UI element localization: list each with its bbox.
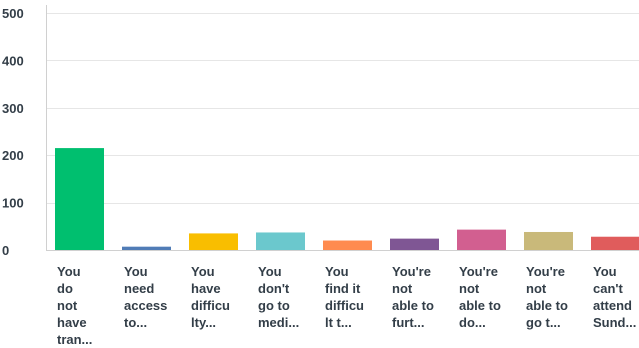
- x-category-label-line: not: [392, 281, 413, 296]
- bar[interactable]: [122, 246, 171, 250]
- x-category-label-line: attend: [593, 298, 632, 313]
- x-category-label-line: don't: [258, 281, 290, 296]
- x-category-label-line: tran...: [57, 332, 92, 347]
- y-axis-tick-labels: 0 100 200 300 400 500: [2, 6, 24, 258]
- x-category-label-line: have: [57, 315, 87, 330]
- x-category-label-line: do: [57, 281, 73, 296]
- y-tick-label: 400: [2, 53, 24, 68]
- x-category-label-line: not: [57, 298, 78, 313]
- x-category-label: You're not able to furt...: [392, 264, 434, 330]
- y-tick-label: 500: [2, 6, 24, 21]
- x-category-label-line: furt...: [392, 315, 425, 330]
- x-category-label-line: go t...: [526, 315, 561, 330]
- x-category-label: You're not able to go t...: [526, 264, 568, 330]
- x-category-label-line: do...: [459, 315, 486, 330]
- x-category-label: You're not able to do...: [459, 264, 501, 330]
- x-category-label: You can't attend Sund...: [593, 264, 636, 330]
- x-category-label-line: You: [57, 264, 81, 279]
- grid-lines: [46, 5, 639, 251]
- x-category-label: You have difficu lty...: [191, 264, 230, 330]
- x-category-label-line: Sund...: [593, 315, 636, 330]
- x-category-label-line: difficu: [191, 298, 230, 313]
- x-category-label-line: You: [325, 264, 349, 279]
- bar[interactable]: [457, 229, 506, 250]
- x-category-label-line: able to: [392, 298, 434, 313]
- x-category-label-line: to...: [124, 315, 147, 330]
- x-category-label-line: You're: [392, 264, 431, 279]
- x-category-label-line: You: [593, 264, 617, 279]
- x-axis-category-labels: You do not have tran...You need access to...You…: [57, 264, 636, 347]
- x-category-label-line: medi...: [258, 315, 299, 330]
- y-tick-label: 0: [2, 243, 9, 258]
- y-tick-label: 100: [2, 196, 24, 211]
- x-category-label-line: You: [191, 264, 215, 279]
- x-category-label-line: You: [124, 264, 148, 279]
- bar[interactable]: [256, 232, 305, 250]
- x-category-label-line: able to: [459, 298, 501, 313]
- x-category-label-line: difficu: [325, 298, 364, 313]
- bar[interactable]: [524, 231, 573, 250]
- x-category-label: You find it difficu lt t...: [325, 264, 364, 330]
- x-category-label-line: You're: [526, 264, 565, 279]
- x-category-label: You do not have tran...: [57, 264, 92, 347]
- bars: [55, 148, 639, 250]
- x-category-label: You don't go to medi...: [258, 264, 299, 330]
- x-category-label-line: not: [526, 281, 547, 296]
- x-category-label: You need access to...: [124, 264, 167, 330]
- x-category-label-line: can't: [593, 281, 623, 296]
- bar[interactable]: [390, 238, 439, 250]
- bar[interactable]: [323, 240, 372, 250]
- x-category-label-line: access: [124, 298, 167, 313]
- x-category-label-line: lty...: [191, 315, 216, 330]
- x-category-label-line: lt t...: [325, 315, 352, 330]
- bar[interactable]: [591, 236, 639, 250]
- x-category-label-line: have: [191, 281, 221, 296]
- bar[interactable]: [189, 233, 238, 250]
- bar[interactable]: [55, 148, 104, 250]
- x-category-label-line: go to: [258, 298, 290, 313]
- y-tick-label: 300: [2, 101, 24, 116]
- y-tick-label: 200: [2, 148, 24, 163]
- x-category-label-line: find it: [325, 281, 361, 296]
- x-category-label-line: You: [258, 264, 282, 279]
- x-category-label-line: able to: [526, 298, 568, 313]
- x-category-label-line: You're: [459, 264, 498, 279]
- x-category-label-line: not: [459, 281, 480, 296]
- x-category-label-line: need: [124, 281, 154, 296]
